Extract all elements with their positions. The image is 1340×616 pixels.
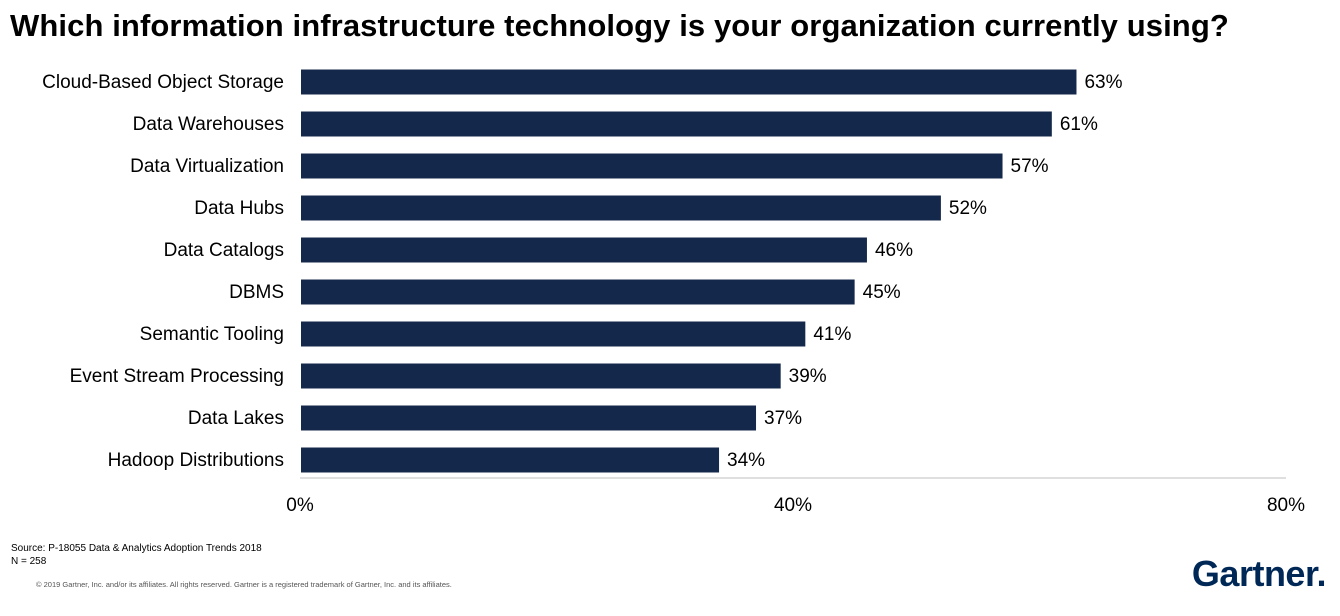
x-tick-label: 0% (286, 495, 314, 516)
category-label: Hadoop Distributions (108, 450, 284, 471)
data-label: 57% (1011, 156, 1049, 177)
gartner-logo: Gartner. (1191, 553, 1327, 595)
bar (301, 153, 1003, 179)
data-label: 45% (863, 282, 901, 303)
category-label: Data Virtualization (130, 156, 284, 177)
data-label: 41% (813, 324, 851, 345)
category-label: DBMS (229, 282, 284, 303)
x-ticks-layer: 0% 40% 80% (286, 495, 1305, 516)
data-label: 37% (764, 408, 802, 429)
sample-size: N = 258 (11, 556, 47, 567)
category-label: Event Stream Processing (70, 366, 284, 387)
bar (301, 237, 867, 263)
bar-chart: Cloud-Based Object Storage 63% Data Wareho… (42, 69, 1305, 516)
data-label: 52% (949, 198, 987, 219)
logo-text: Gartner (1191, 553, 1317, 594)
logo-dot: . (1316, 553, 1326, 594)
bar (301, 405, 757, 431)
chart-title: Which information infrastructure technol… (10, 8, 1229, 43)
bar (301, 321, 806, 347)
category-label: Semantic Tooling (140, 324, 284, 345)
bar (301, 447, 720, 473)
data-label: 46% (875, 240, 913, 261)
bar (301, 111, 1052, 137)
data-label: 63% (1084, 72, 1122, 93)
bars-layer: Cloud-Based Object Storage 63% Data Wareho… (42, 69, 1123, 473)
category-label: Data Hubs (194, 198, 284, 219)
bar (301, 363, 781, 389)
category-label: Data Lakes (188, 408, 284, 429)
category-label: Data Warehouses (133, 114, 284, 135)
bar (301, 69, 1077, 95)
data-label: 39% (789, 366, 827, 387)
bar (301, 195, 941, 221)
source-note: Source: P-18055 Data & Analytics Adoptio… (11, 542, 262, 568)
source-text: Source: P-18055 Data & Analytics Adoptio… (11, 543, 262, 554)
bar (301, 279, 855, 305)
category-label: Data Catalogs (164, 240, 284, 261)
data-label: 61% (1060, 114, 1098, 135)
x-tick-label: 40% (774, 495, 812, 516)
category-label: Cloud-Based Object Storage (42, 72, 284, 93)
data-label: 34% (727, 450, 765, 471)
copyright-notice: © 2019 Gartner, Inc. and/or its affiliat… (36, 580, 452, 589)
x-tick-label: 80% (1267, 495, 1305, 516)
